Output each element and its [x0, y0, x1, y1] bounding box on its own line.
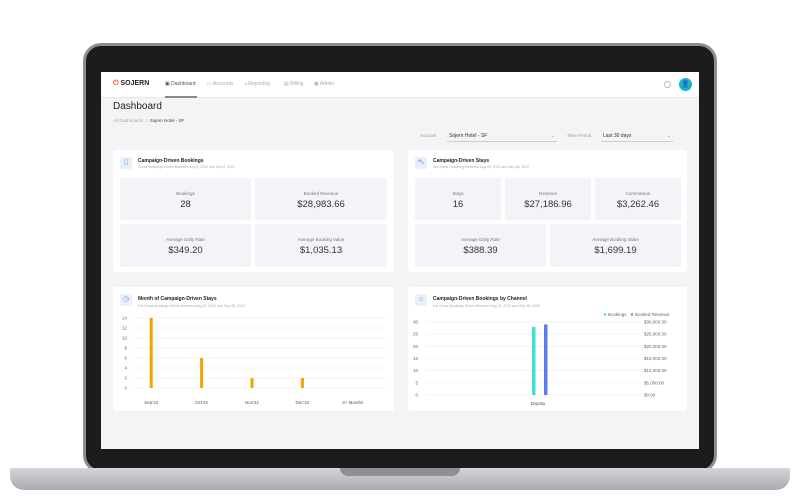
account-label: Account	[420, 133, 437, 138]
logo-icon: ⏻	[113, 80, 119, 87]
card-title: Campaign-Driven Bookings	[138, 158, 204, 164]
card-subtitle: For Gross Bookings Driven Between Aug 09…	[433, 304, 540, 308]
stat-booked-revenue: Booked Revenue $28,983.66	[255, 178, 387, 220]
legend-swatch	[630, 313, 634, 316]
screen: ⏻ SOJERN ▣ Dashboard ▭ Accounts ⩘ Report…	[101, 72, 699, 449]
y2-tick-label: $30,000.00	[644, 320, 667, 325]
y-tick-label: 0	[415, 393, 418, 398]
card-title: Campaign-Driven Stays	[433, 158, 490, 164]
stat-stays: Stays 16	[415, 178, 501, 220]
y-tick-label: 14	[122, 316, 128, 321]
bar	[149, 318, 153, 388]
y-tick-label: 6	[124, 356, 127, 361]
y-tick-label: 15	[413, 356, 419, 361]
channel-bookings-chart: 0 $0.00 5 $5,000.00 10 $10,000.00 15 $15,000.00…	[413, 312, 670, 406]
card-subtitle: Net Stays Occurring Between Aug 09, 2022…	[433, 165, 530, 169]
chevron-down-icon: ⌄	[550, 133, 555, 139]
legend-label: Bookings	[608, 312, 627, 317]
breadcrumb: All Dashboards / Sojern Hotel - SF	[113, 118, 185, 123]
y2-tick-label: $25,000.00	[644, 332, 667, 337]
inbox-icon: ⌂	[415, 294, 427, 306]
laptop-base	[10, 468, 790, 490]
stat-commission: Commission $3,262.46	[595, 178, 681, 220]
y-tick-label: 10	[122, 336, 128, 341]
user-avatar[interactable]: 👤	[679, 78, 692, 91]
y-tick-label: 10	[413, 368, 419, 373]
card-title: Month of Campaign-Driven Stays	[138, 296, 217, 302]
stat-revenue: Revenue $27,186.96	[505, 178, 591, 220]
time-period-select[interactable]: Last 30 days ⌄	[601, 130, 673, 142]
y-tick-label: 4	[124, 366, 127, 371]
x-tick-label: Display	[531, 401, 547, 406]
help-icon[interactable]	[664, 81, 671, 88]
laptop-notch	[340, 468, 460, 476]
document-icon: ▯	[120, 157, 132, 169]
bed-icon: ⛍	[415, 157, 427, 169]
breadcrumb-current: Sojern Hotel - SF	[149, 118, 185, 123]
clock-icon: ◷	[120, 294, 132, 306]
nav-billing[interactable]: ▤ Billing	[284, 81, 304, 87]
month-stays-card: ◷ Month of Campaign-Driven Stays For Gro…	[113, 287, 394, 411]
bar	[250, 378, 254, 388]
logo[interactable]: ⏻ SOJERN	[113, 80, 150, 87]
x-tick-label: Nov'22	[245, 400, 259, 405]
bar-booked-revenue	[544, 324, 548, 395]
channel-bookings-card: ⌂ Campaign-Driven Bookings by Channel Fo…	[408, 287, 687, 411]
y-tick-label: 25	[413, 332, 419, 337]
y-tick-label: 12	[122, 326, 128, 331]
y2-tick-label: $10,000.00	[644, 368, 667, 373]
page-title: Dashboard	[113, 101, 162, 112]
nav-reporting[interactable]: ⩘ Reporting	[244, 81, 270, 87]
y2-tick-label: $5,000.00	[644, 380, 665, 385]
x-tick-label: Sep'22	[144, 400, 158, 405]
x-tick-label: 3+ Months	[342, 400, 364, 405]
active-tab-indicator	[165, 96, 197, 98]
top-nav: ⏻ SOJERN ▣ Dashboard ▭ Accounts ⩘ Report…	[101, 72, 699, 98]
legend-label: Booked Revenue	[635, 312, 670, 317]
stat-adr: Average Daily Rate $388.39	[415, 224, 546, 267]
card-title: Campaign-Driven Bookings by Channel	[433, 296, 527, 302]
y-tick-label: 5	[415, 380, 418, 385]
account-select[interactable]: Sojern Hotel - SF ⌄	[447, 130, 557, 142]
nav-accounts[interactable]: ▭ Accounts	[207, 81, 234, 87]
y-tick-label: 0	[124, 386, 127, 391]
x-tick-label: Dec'22	[295, 400, 309, 405]
month-stays-chart: 0 2 4 6 8 10 12 14 Sep'22 Oct'22 Nov'22 Dec'22 3+ Mo…	[122, 316, 385, 405]
y-tick-label: 8	[124, 346, 127, 351]
nav-dashboard[interactable]: ▣ Dashboard	[165, 81, 196, 87]
y-tick-label: 30	[413, 320, 419, 325]
y-tick-label: 2	[124, 376, 127, 381]
bar	[200, 358, 204, 388]
bar-bookings	[532, 326, 536, 395]
y-tick-label: 20	[413, 344, 419, 349]
bookings-card: ▯ Campaign-Driven Bookings Gross Booking…	[113, 150, 394, 272]
breadcrumb-all[interactable]: All Dashboards	[113, 118, 144, 123]
nav-admin[interactable]: ▣ Admin	[314, 81, 335, 87]
x-tick-label: Oct'22	[195, 400, 208, 405]
legend-swatch	[603, 313, 607, 316]
time-period-label: Time Period	[567, 133, 592, 138]
bar	[300, 378, 304, 388]
y2-tick-label: $0.00	[644, 393, 656, 398]
card-subtitle: For Gross Bookings Driven Between Aug 09…	[138, 304, 245, 308]
card-subtitle: Gross Bookings Driven Between Aug 9, 202…	[138, 165, 235, 169]
stays-card: ⛍ Campaign-Driven Stays Net Stays Occurr…	[408, 150, 687, 272]
stat-adr: Average Daily Rate $349.20	[120, 224, 251, 267]
y2-tick-label: $20,000.00	[644, 344, 667, 349]
stat-bookings: Bookings 28	[120, 178, 251, 220]
chevron-down-icon: ⌄	[666, 133, 671, 139]
stat-abv: Average Booking Value $1,035.13	[255, 224, 387, 267]
stat-abv: Average Booking Value $1,699.19	[550, 224, 681, 267]
y2-tick-label: $15,000.00	[644, 356, 667, 361]
